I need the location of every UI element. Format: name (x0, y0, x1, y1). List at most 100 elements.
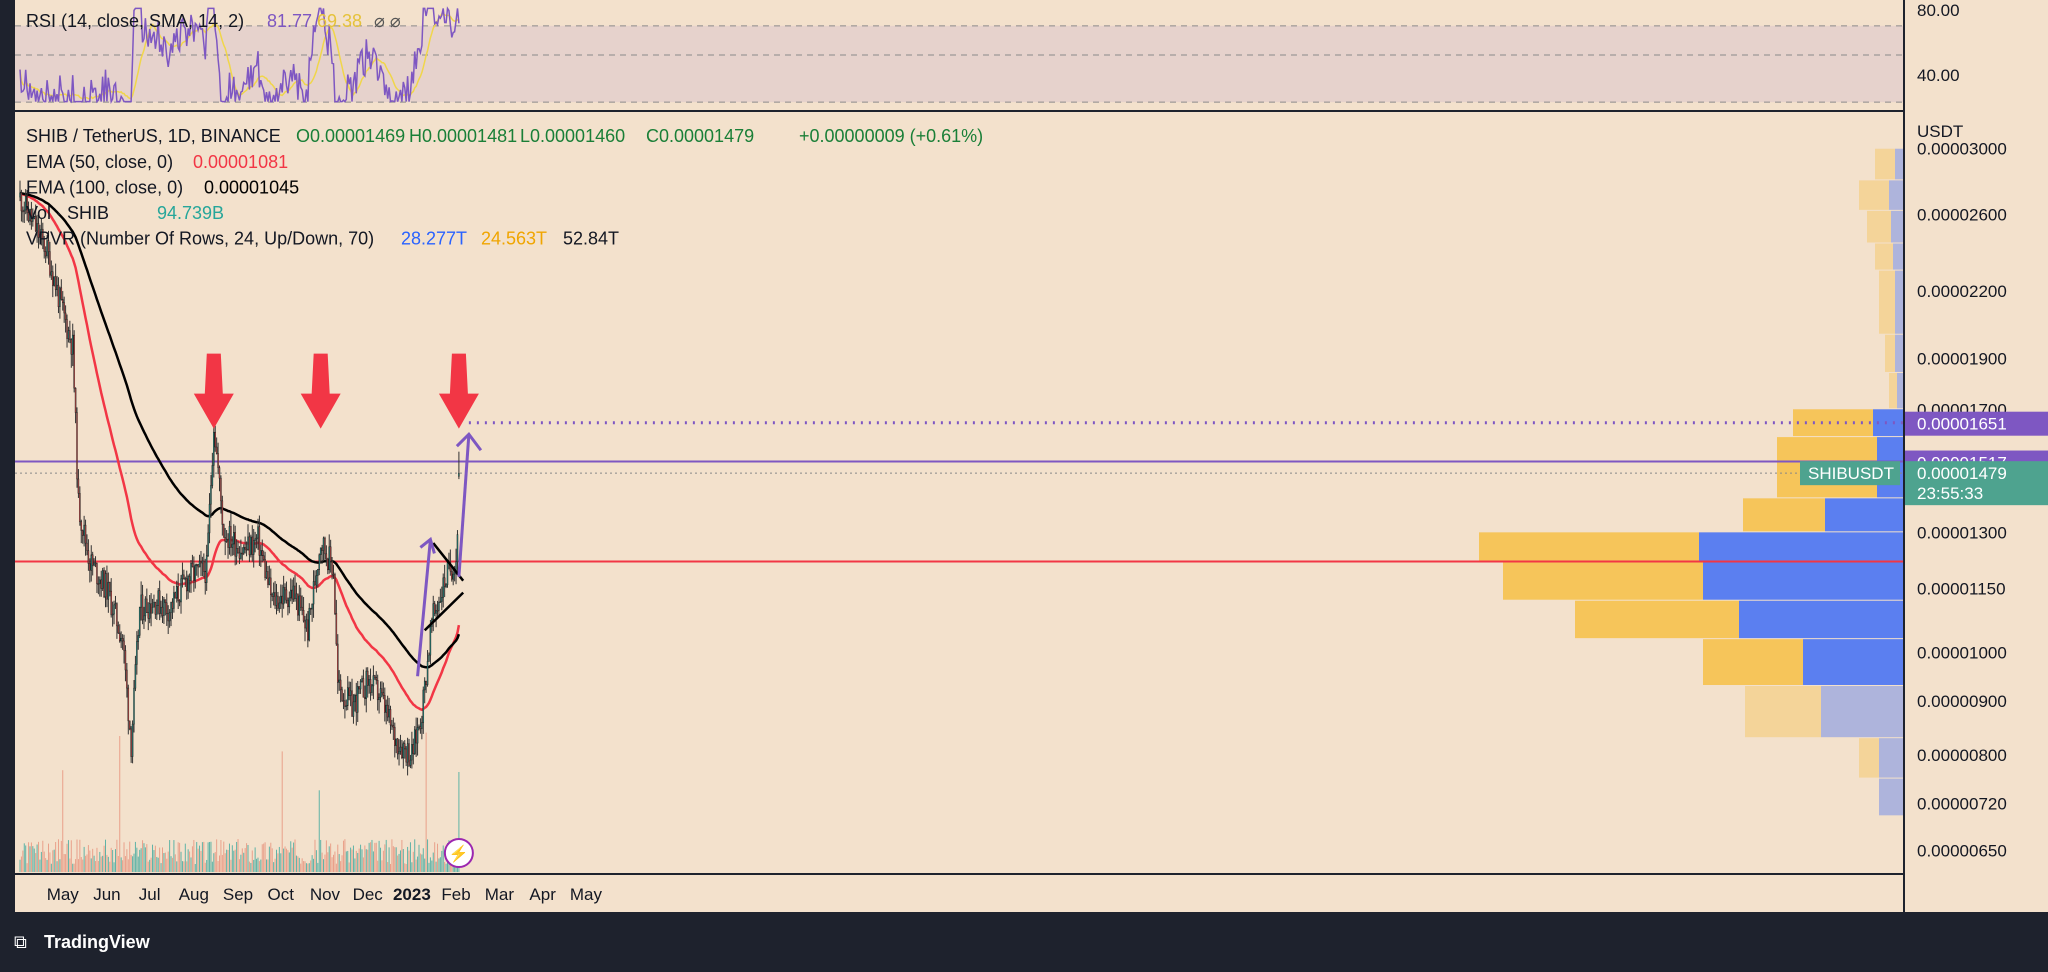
candle-body (419, 726, 422, 730)
pole-arrow-line (416, 539, 432, 677)
volume-bar (422, 848, 424, 872)
volume-bar (154, 845, 156, 872)
volume-bar (254, 847, 256, 872)
volume-bar (264, 842, 266, 872)
candle-body (356, 686, 359, 713)
price-axis-tick-2: 0.00002200 (1917, 282, 2007, 301)
candle-body (53, 276, 55, 286)
candle-body (81, 530, 84, 536)
candle-body (347, 687, 349, 706)
candle-body (160, 606, 162, 614)
volume-bar (117, 855, 119, 872)
volume-bar (56, 861, 58, 872)
candle-body (79, 493, 81, 523)
volume-bar (210, 841, 212, 872)
candle-body (141, 594, 144, 621)
time-axis-divider (15, 873, 1903, 875)
volume-bar (79, 839, 81, 872)
candle-body (97, 583, 100, 585)
candle-body (258, 526, 261, 556)
volume-bar (382, 850, 384, 872)
volume-bar (258, 861, 260, 872)
candle-body (268, 577, 271, 585)
volume-bar (176, 861, 178, 872)
candle-body (398, 751, 400, 755)
candle-body (170, 601, 172, 613)
volume-bar (278, 846, 280, 872)
candle-body (44, 251, 47, 257)
volume-bar (157, 857, 159, 872)
volume-bar (120, 857, 122, 872)
candle-body (126, 669, 128, 689)
candle-body (191, 562, 194, 568)
volume-bar (194, 863, 196, 872)
candle-body (150, 603, 152, 614)
volume-bar (273, 862, 275, 872)
rsi-line (19, 6, 460, 105)
candle-body (22, 210, 24, 213)
volume-bar (392, 846, 394, 872)
candle-body (138, 606, 141, 636)
candle-body (401, 746, 403, 759)
candle-body (319, 547, 322, 555)
volume-bar (46, 859, 48, 872)
candle-body (73, 334, 75, 389)
candle-body (255, 537, 258, 540)
volume-bar (107, 856, 109, 872)
indicator-value-3-0: 28.277T (401, 229, 467, 249)
candle-body (274, 592, 276, 606)
volume-bar (378, 840, 380, 872)
symbol-tag (1800, 461, 1900, 486)
vpvr-up-bar (1895, 148, 1903, 180)
candle-body (292, 585, 295, 600)
volume-bar (106, 854, 108, 872)
volume-bar (62, 770, 64, 872)
candle-body (426, 661, 429, 685)
candle-body (144, 598, 147, 617)
volume-bar (408, 850, 410, 872)
volume-bar (402, 849, 404, 872)
candle-body (195, 564, 198, 566)
volume-bar (294, 839, 296, 872)
indicator-label-2: Vol · SHIB (26, 203, 109, 223)
time-axis-tick-7: Dec (353, 885, 384, 904)
candle-body (418, 726, 420, 728)
volume-bar (305, 863, 307, 872)
candle-body (270, 577, 272, 596)
vpvr-up-bar (1879, 778, 1903, 816)
volume-bar (347, 850, 349, 872)
volume-bar (220, 840, 222, 872)
vpvr-up-bar (1895, 334, 1903, 372)
vpvr-up-bar (1889, 180, 1903, 210)
candle-body (280, 595, 282, 604)
candle-body (314, 581, 316, 586)
candle-body (106, 573, 108, 600)
tradingview-logo-icon: ⧉ (14, 932, 27, 952)
candle-body (376, 679, 379, 701)
candle-body (103, 570, 105, 598)
volume-bar (28, 842, 30, 872)
candle-body (146, 598, 148, 613)
volume-bar (206, 859, 208, 872)
candle-body (89, 563, 91, 571)
candle-body (338, 679, 340, 683)
volume-bar (387, 862, 389, 872)
time-axis-tick-8: 2023 (393, 885, 431, 904)
candle-body (114, 603, 117, 606)
candle-body (362, 678, 365, 698)
volume-bar (368, 842, 370, 872)
volume-bar (268, 846, 270, 872)
volume-bar (122, 860, 124, 872)
lightning-icon[interactable] (443, 838, 474, 868)
candle-body (208, 503, 211, 534)
volume-bar (276, 849, 277, 872)
volume-bar (391, 839, 393, 872)
volume-bar (241, 848, 243, 872)
candle-body (32, 218, 34, 222)
volume-bar (48, 843, 49, 872)
vpvr-down-bar (1745, 685, 1821, 738)
candle-body (99, 579, 101, 584)
volume-bar (427, 839, 429, 872)
